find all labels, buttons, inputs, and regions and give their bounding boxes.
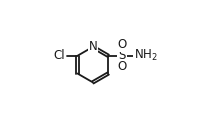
Text: S: S	[118, 49, 126, 62]
Text: Cl: Cl	[53, 49, 65, 62]
Text: N: N	[88, 40, 97, 53]
Text: O: O	[117, 60, 127, 73]
Text: NH$_2$: NH$_2$	[134, 48, 158, 63]
Text: O: O	[117, 38, 127, 51]
